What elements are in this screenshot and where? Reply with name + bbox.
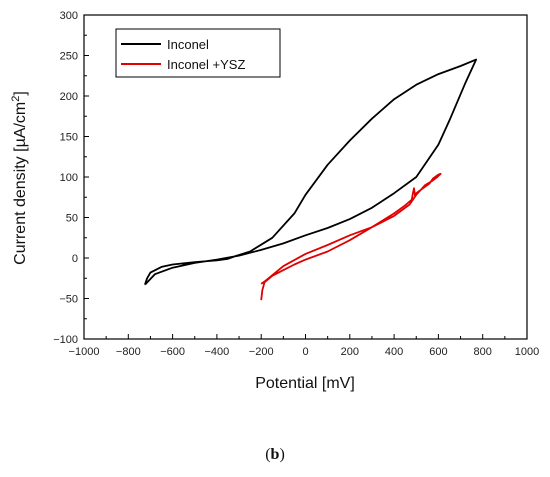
legend-box (115, 28, 281, 78)
y-axis-ticks: −100 −50 0 50 100 150 200 250 300 (53, 10, 89, 346)
x-tick-label: 1000 (515, 346, 539, 358)
y-axis-label-end: ] (12, 91, 29, 95)
y-axis-label-main: Current density [µA/cm (12, 102, 29, 265)
x-tick-label: −400 (205, 346, 230, 358)
y-tick-label: 200 (60, 91, 78, 103)
legend-label-inconel: Inconel (167, 37, 209, 52)
caption-close: ) (279, 446, 285, 463)
y-tick-label: −50 (59, 294, 78, 306)
y-tick-label: 150 (60, 132, 78, 144)
caption-label: b (270, 446, 280, 463)
chart: −1000 −800 −600 −400 −200 0 200 400 600 800 1000 −… (10, 10, 539, 392)
series-layer (144, 58, 477, 301)
x-tick-label: 400 (385, 346, 403, 358)
figure-caption: (b) (0, 446, 550, 464)
x-tick-label: 600 (429, 346, 447, 358)
y-axis-label: Current density [µA/cm2] (10, 91, 29, 265)
series-line-inconel-ysz (260, 172, 442, 301)
y-tick-label: 300 (60, 10, 78, 22)
y-tick-label: −100 (53, 334, 78, 346)
x-tick-label: −200 (249, 346, 274, 358)
x-tick-label: −1000 (69, 346, 100, 358)
y-tick-label: 50 (66, 213, 78, 225)
legend-label-inconel-ysz: Inconel +YSZ (167, 57, 245, 72)
y-tick-label: 250 (60, 51, 78, 63)
x-tick-label: 800 (474, 346, 492, 358)
x-tick-label: −600 (160, 346, 185, 358)
x-axis-label: Potential [mV] (255, 375, 355, 392)
x-tick-label: −800 (116, 346, 141, 358)
x-tick-label: 0 (302, 346, 308, 358)
y-tick-label: 100 (60, 172, 78, 184)
y-axis-label-superscript: 2 (10, 96, 22, 102)
legend: Inconel Inconel +YSZ (115, 28, 281, 78)
caption-open: ( (265, 446, 271, 463)
series-line-inconel (144, 58, 477, 286)
x-axis-ticks: −1000 −800 −600 −400 −200 0 200 400 600 800 1000 (69, 334, 539, 358)
y-tick-label: 0 (72, 253, 78, 265)
x-tick-label: 200 (341, 346, 359, 358)
